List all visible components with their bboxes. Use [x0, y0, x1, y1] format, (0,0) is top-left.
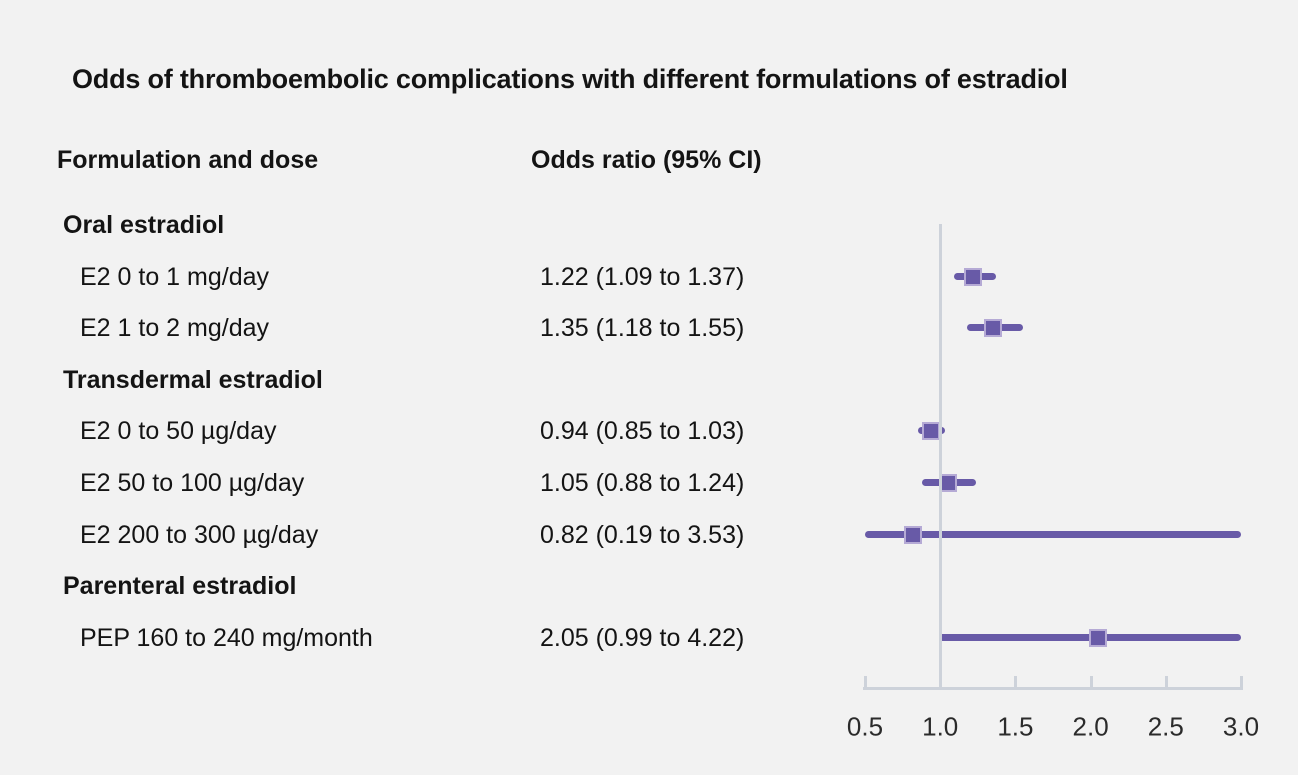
x-axis-tick-label: 1.5: [997, 711, 1034, 742]
figure-title: Odds of thromboembolic complications wit…: [72, 63, 1068, 94]
x-axis-tick: [1089, 676, 1093, 687]
x-axis-line: [863, 687, 1243, 690]
point-estimate-marker: [904, 526, 923, 544]
column-header-formulation: Formulation and dose: [57, 146, 319, 174]
column-header-odds-ratio: Odds ratio (95% CI): [531, 146, 762, 174]
group-label: Parenteral estradiol: [63, 572, 297, 600]
x-axis-tick-label: 1.0: [922, 711, 959, 742]
x-axis-tick-label: 0.5: [846, 711, 884, 742]
ci-line: [865, 531, 1241, 538]
row-value: 2.05 (0.99 to 4.22): [540, 624, 745, 652]
row-value: 1.35 (1.18 to 1.55): [540, 314, 745, 342]
group-label: Transdermal estradiol: [63, 366, 323, 394]
row-value: 0.94 (0.85 to 1.03): [540, 417, 745, 445]
x-axis-tick: [1014, 676, 1018, 687]
x-axis-tick-label: 2.5: [1147, 711, 1184, 742]
x-axis-tick: [864, 676, 867, 687]
point-estimate-marker: [922, 422, 941, 440]
row-value: 1.22 (1.09 to 1.37): [540, 263, 745, 291]
x-axis-tick: [1240, 676, 1243, 687]
point-estimate-marker: [964, 268, 983, 286]
row-label: E2 200 to 300 µg/day: [80, 521, 319, 549]
x-axis-tick-label: 2.0: [1072, 711, 1109, 742]
row-label: PEP 160 to 240 mg/month: [80, 624, 373, 652]
row-label: E2 1 to 2 mg/day: [80, 314, 270, 342]
row-label: E2 0 to 1 mg/day: [80, 263, 270, 291]
group-label: Oral estradiol: [63, 211, 225, 239]
row-label: E2 50 to 100 µg/day: [80, 469, 305, 497]
x-axis-tick-label: 3.0: [1222, 711, 1260, 742]
row-label: E2 0 to 50 µg/day: [80, 417, 277, 445]
reference-line: [939, 224, 943, 690]
point-estimate-marker: [983, 319, 1002, 337]
row-value: 1.05 (0.88 to 1.24): [540, 469, 745, 497]
row-value: 0.82 (0.19 to 3.53): [540, 521, 745, 549]
x-axis-tick: [1164, 676, 1168, 687]
point-estimate-marker: [1089, 629, 1108, 647]
